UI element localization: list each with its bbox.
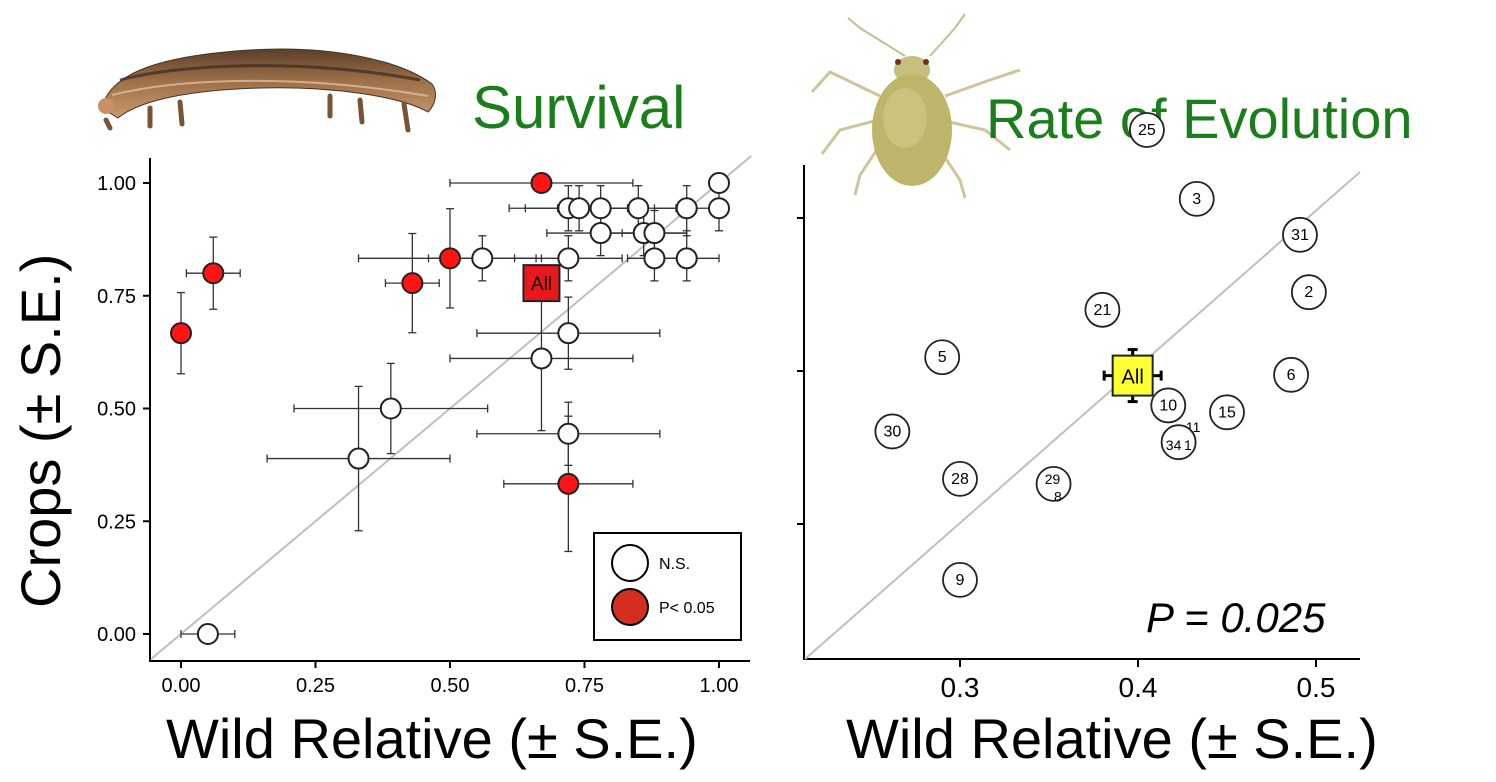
evolution-data-point — [1290, 274, 1327, 311]
evolution-point-label: 21 — [1094, 302, 1112, 319]
evolution-data-point — [1084, 291, 1121, 328]
summary-point-label: All — [1122, 367, 1144, 389]
significant-data-point — [170, 322, 192, 345]
left-y-label: Crops (± S.E.) — [9, 254, 72, 608]
evolution-point-label: 15 — [1218, 404, 1236, 421]
evolution-point-label: 34 — [1166, 437, 1182, 453]
aphid-image — [810, 13, 1021, 199]
ns-data-point — [471, 247, 494, 270]
survival-chart: 0.00 0.25 0.50 0.75 1.00 0.00 0.25 0.50 0.75 1.00… — [9, 155, 752, 770]
ns-data-point — [530, 347, 553, 370]
p-value-annotation: P = 0.025 — [1146, 594, 1326, 641]
ns-data-point — [557, 322, 580, 345]
evolution-point-label: 25 — [1138, 122, 1156, 139]
right-x-tick-label: 0.3 — [941, 672, 980, 703]
evolution-data-point — [1035, 465, 1072, 502]
ns-data-point — [196, 623, 219, 645]
evolution-data-point — [874, 413, 911, 450]
ns-data-point — [568, 197, 591, 220]
legend-box — [593, 532, 742, 641]
left-x-tick-label: 0.50 — [431, 675, 470, 697]
right-title: Rate of Evolution — [986, 87, 1412, 150]
ns-data-point — [675, 247, 698, 270]
evolution-data-point — [1178, 180, 1215, 217]
left-title: Survival — [472, 74, 685, 141]
evolution-data-point — [1150, 387, 1187, 424]
evolution-data-point — [1160, 424, 1197, 461]
left-y-tick-label: 0.00 — [97, 624, 136, 646]
evolution-data-point — [1129, 112, 1165, 148]
ns-data-point — [557, 422, 580, 445]
left-y-tick-label: 1.00 — [97, 173, 136, 195]
right-x-label: Wild Relative (± S.E.) — [846, 707, 1378, 770]
left-y-tick-label: 0.50 — [97, 399, 136, 421]
ns-data-point — [643, 247, 666, 270]
evolution-point-label: 6 — [1287, 367, 1296, 384]
legend-swatch-ns — [611, 544, 649, 582]
ns-data-point — [379, 397, 402, 420]
evolution-point-label: 8 — [1054, 488, 1062, 504]
evolution-data-point — [1209, 394, 1245, 431]
left-x-tick-label: 1.00 — [700, 675, 739, 697]
ns-data-point — [643, 222, 666, 245]
left-x-label: Wild Relative (± S.E.) — [166, 707, 698, 770]
evolution-point-label: 1 — [1184, 437, 1192, 453]
ns-data-point — [589, 222, 612, 245]
significant-data-point — [202, 262, 225, 285]
ns-data-point — [708, 172, 730, 194]
left-x-tick-label: 0.75 — [565, 675, 604, 697]
summary-point-label: All — [531, 274, 552, 295]
left-x-tick-label: 0.25 — [296, 675, 335, 697]
significant-data-point — [557, 472, 580, 495]
caterpillar-image — [98, 48, 436, 133]
evolution-point-label: 2 — [1304, 284, 1313, 301]
legend-swatch-sig — [611, 588, 649, 626]
evolution-point-label: 29 — [1045, 471, 1061, 487]
legend: N.S. P< 0.05 — [593, 532, 742, 641]
evolution-point-label: 5 — [938, 349, 947, 366]
legend-label-ns: N.S. — [659, 556, 690, 573]
evolution-point-label: 10 — [1159, 397, 1177, 414]
ns-data-point — [347, 447, 370, 470]
significant-data-point — [401, 272, 424, 295]
evolution-data-point — [1273, 356, 1309, 393]
right-x-tick-label: 0.4 — [1119, 672, 1158, 703]
left-x-tick-label: 0.00 — [162, 675, 201, 697]
summary-point-all — [1111, 354, 1154, 397]
significant-data-point — [439, 247, 461, 270]
ns-data-point — [557, 247, 580, 270]
left-y-tick-label: 0.25 — [97, 511, 136, 533]
significant-data-point — [530, 172, 553, 194]
evolution-data-point — [942, 561, 978, 598]
ns-data-point — [708, 197, 730, 220]
evolution-point-label: 30 — [883, 423, 901, 440]
ns-data-point — [627, 197, 650, 220]
right-x-tick-label: 0.5 — [1297, 672, 1336, 703]
evolution-data-point — [924, 339, 961, 376]
evolution-point-label: 28 — [951, 471, 969, 488]
legend-label-sig: P< 0.05 — [659, 600, 715, 617]
evolution-point-label: 31 — [1291, 227, 1309, 244]
evolution-point-label: 9 — [956, 572, 965, 589]
right-diagonal-line — [804, 171, 1361, 660]
summary-point-all — [522, 264, 561, 303]
evolution-data-point — [1282, 216, 1318, 253]
ns-data-point — [589, 197, 612, 220]
evolution-data-point — [942, 460, 978, 497]
left-y-tick-label: 0.75 — [97, 286, 136, 308]
evolution-point-label: 3 — [1192, 191, 1201, 208]
ns-data-point — [675, 197, 698, 220]
